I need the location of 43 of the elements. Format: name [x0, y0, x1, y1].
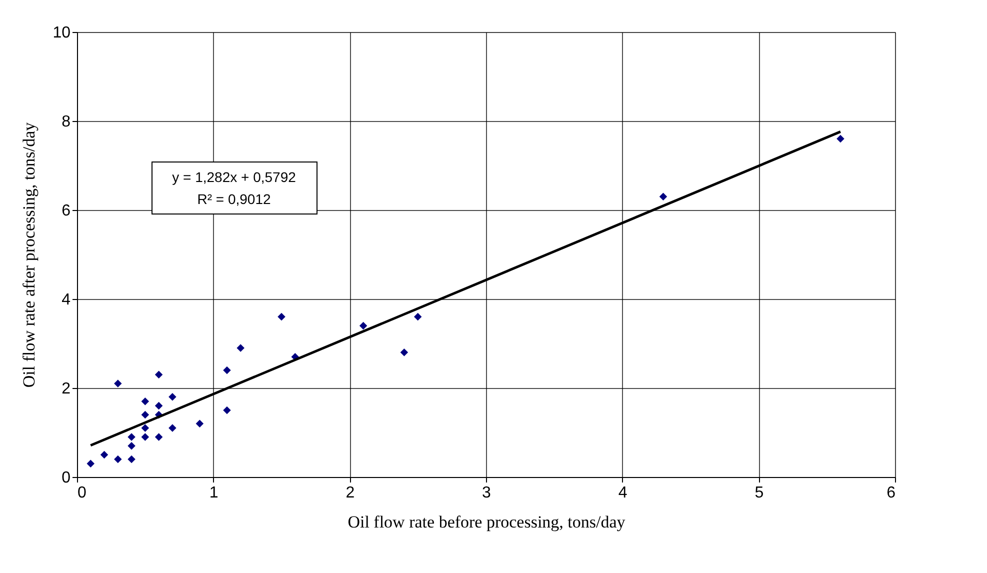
point	[86, 460, 95, 468]
y-tick-label: 2	[62, 380, 71, 398]
x-tick-label: 1	[209, 484, 218, 502]
point	[154, 402, 163, 410]
point	[141, 397, 150, 406]
point	[836, 134, 844, 143]
point	[278, 312, 286, 321]
point	[114, 455, 122, 464]
point	[141, 433, 150, 441]
point	[196, 420, 204, 428]
annotation: R² = 0,9012	[197, 191, 271, 207]
y-tick-label: 10	[52, 24, 71, 42]
point	[128, 433, 136, 441]
y-tick-label: 6	[62, 202, 71, 220]
x-tick-label: 4	[618, 484, 628, 502]
x-tick-label: 0	[78, 484, 86, 502]
point	[236, 344, 244, 352]
x-tick-label: 6	[886, 484, 896, 502]
point	[414, 312, 422, 321]
point	[223, 406, 231, 414]
point	[100, 450, 108, 459]
y-tick-label: 0	[62, 470, 71, 486]
point	[154, 433, 163, 441]
point	[359, 322, 368, 330]
x-tick-label: 3	[482, 484, 492, 502]
point	[223, 366, 231, 374]
point	[128, 442, 136, 450]
point	[128, 455, 136, 464]
x-tick-label: 2	[346, 484, 355, 502]
point	[141, 424, 150, 432]
point	[168, 424, 176, 432]
annotation: y = 1,282x + 0,5792	[172, 169, 296, 185]
point	[400, 348, 408, 356]
y-tick-label: 4	[62, 292, 71, 308]
point	[114, 380, 122, 388]
x-axis-title: Oil flow rate before processing, tons/day	[348, 512, 626, 532]
point	[659, 192, 668, 201]
point	[154, 370, 163, 379]
y-axis-title: Oil flow rate after processing, tons/day	[20, 122, 39, 388]
y-tick-label: 8	[62, 114, 71, 130]
point	[141, 410, 150, 419]
x-tick-label: 5	[754, 484, 764, 502]
point	[168, 393, 176, 401]
